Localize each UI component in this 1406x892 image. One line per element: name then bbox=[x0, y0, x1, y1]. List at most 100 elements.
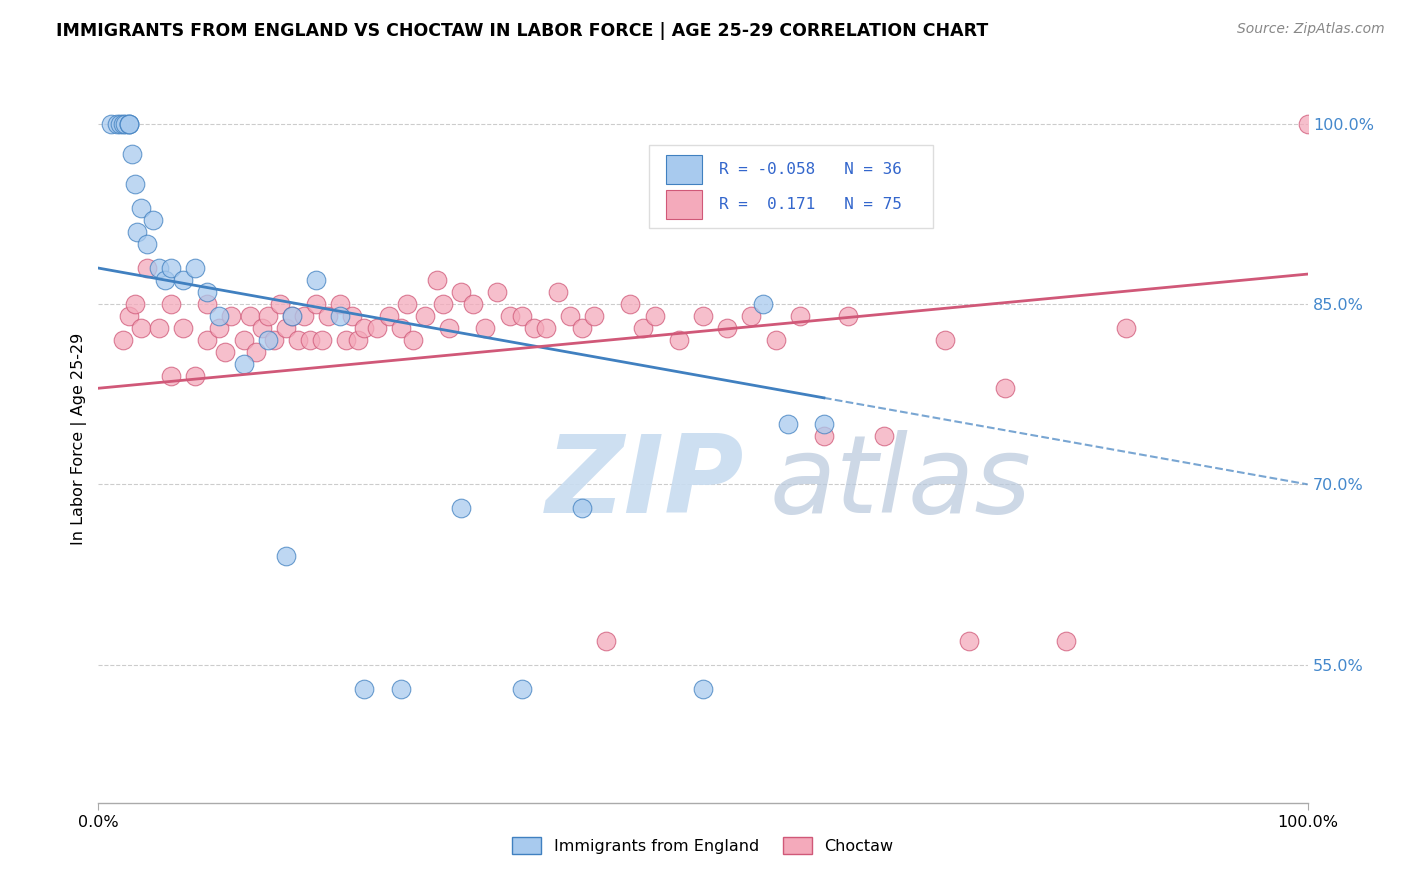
Text: atlas: atlas bbox=[769, 431, 1032, 535]
Point bbox=[366, 321, 388, 335]
Point bbox=[281, 309, 304, 323]
Point bbox=[232, 357, 254, 371]
Point bbox=[347, 333, 370, 347]
Point bbox=[450, 501, 472, 516]
Point bbox=[269, 297, 291, 311]
Point bbox=[716, 321, 738, 335]
Point bbox=[765, 333, 787, 347]
Point bbox=[873, 429, 896, 443]
Point bbox=[311, 333, 333, 347]
Y-axis label: In Labor Force | Age 25-29: In Labor Force | Age 25-29 bbox=[72, 334, 87, 545]
Point bbox=[135, 237, 157, 252]
Point bbox=[426, 273, 449, 287]
Point bbox=[1296, 117, 1319, 131]
Point bbox=[837, 309, 859, 323]
Point bbox=[108, 117, 131, 131]
Point bbox=[118, 117, 141, 131]
Point bbox=[619, 297, 641, 311]
Point bbox=[250, 321, 273, 335]
Text: R = -0.058   N = 36: R = -0.058 N = 36 bbox=[718, 162, 901, 178]
Point bbox=[245, 345, 267, 359]
Point bbox=[342, 309, 364, 323]
Point bbox=[129, 201, 152, 215]
Point bbox=[402, 333, 425, 347]
Point bbox=[957, 633, 980, 648]
Point bbox=[274, 321, 297, 335]
Point bbox=[934, 333, 956, 347]
Text: Source: ZipAtlas.com: Source: ZipAtlas.com bbox=[1237, 22, 1385, 37]
Point bbox=[256, 309, 278, 323]
Point bbox=[256, 333, 278, 347]
Point bbox=[195, 333, 218, 347]
Point bbox=[184, 369, 207, 384]
Point bbox=[105, 117, 128, 131]
Point bbox=[118, 309, 141, 323]
Point bbox=[305, 297, 328, 311]
Point bbox=[148, 321, 170, 335]
Point bbox=[413, 309, 436, 323]
Point bbox=[389, 681, 412, 696]
Point bbox=[195, 285, 218, 299]
Point bbox=[305, 273, 328, 287]
Point bbox=[124, 297, 146, 311]
Point bbox=[111, 333, 134, 347]
Point bbox=[558, 309, 581, 323]
FancyBboxPatch shape bbox=[648, 145, 932, 228]
Point bbox=[789, 309, 811, 323]
Point bbox=[377, 309, 399, 323]
Point bbox=[353, 321, 375, 335]
Point bbox=[148, 261, 170, 276]
Point bbox=[432, 297, 454, 311]
Point bbox=[232, 333, 254, 347]
Point bbox=[395, 297, 418, 311]
Point bbox=[498, 309, 520, 323]
Point bbox=[208, 321, 231, 335]
Point bbox=[813, 429, 835, 443]
Point bbox=[274, 549, 297, 564]
Point bbox=[752, 297, 775, 311]
Point bbox=[523, 321, 546, 335]
Point bbox=[172, 321, 194, 335]
Legend: Immigrants from England, Choctaw: Immigrants from England, Choctaw bbox=[506, 830, 900, 860]
Point bbox=[135, 261, 157, 276]
FancyBboxPatch shape bbox=[665, 190, 702, 219]
Point bbox=[127, 225, 149, 239]
Point bbox=[281, 309, 304, 323]
Point bbox=[329, 297, 352, 311]
Point bbox=[571, 321, 593, 335]
Point bbox=[389, 321, 412, 335]
Point bbox=[239, 309, 262, 323]
Point bbox=[776, 417, 799, 432]
Point bbox=[172, 273, 194, 287]
Point bbox=[547, 285, 569, 299]
Point bbox=[214, 345, 236, 359]
Point bbox=[100, 117, 122, 131]
Point bbox=[114, 117, 136, 131]
Point bbox=[153, 273, 176, 287]
Point bbox=[129, 321, 152, 335]
Point bbox=[474, 321, 496, 335]
Point bbox=[118, 117, 141, 131]
Point bbox=[668, 333, 690, 347]
Point bbox=[329, 309, 352, 323]
Point bbox=[631, 321, 654, 335]
Point bbox=[299, 333, 322, 347]
Point bbox=[335, 333, 357, 347]
Point bbox=[221, 309, 243, 323]
Point bbox=[692, 309, 714, 323]
Point bbox=[292, 309, 315, 323]
Point bbox=[160, 261, 183, 276]
Point bbox=[463, 297, 485, 311]
Point bbox=[571, 501, 593, 516]
Point bbox=[510, 681, 533, 696]
Point bbox=[263, 333, 285, 347]
Point bbox=[450, 285, 472, 299]
Point bbox=[1115, 321, 1137, 335]
Point bbox=[124, 177, 146, 191]
Point bbox=[208, 309, 231, 323]
Point bbox=[121, 147, 143, 161]
Point bbox=[160, 297, 183, 311]
Point bbox=[184, 261, 207, 276]
Point bbox=[692, 681, 714, 696]
Point bbox=[595, 633, 617, 648]
